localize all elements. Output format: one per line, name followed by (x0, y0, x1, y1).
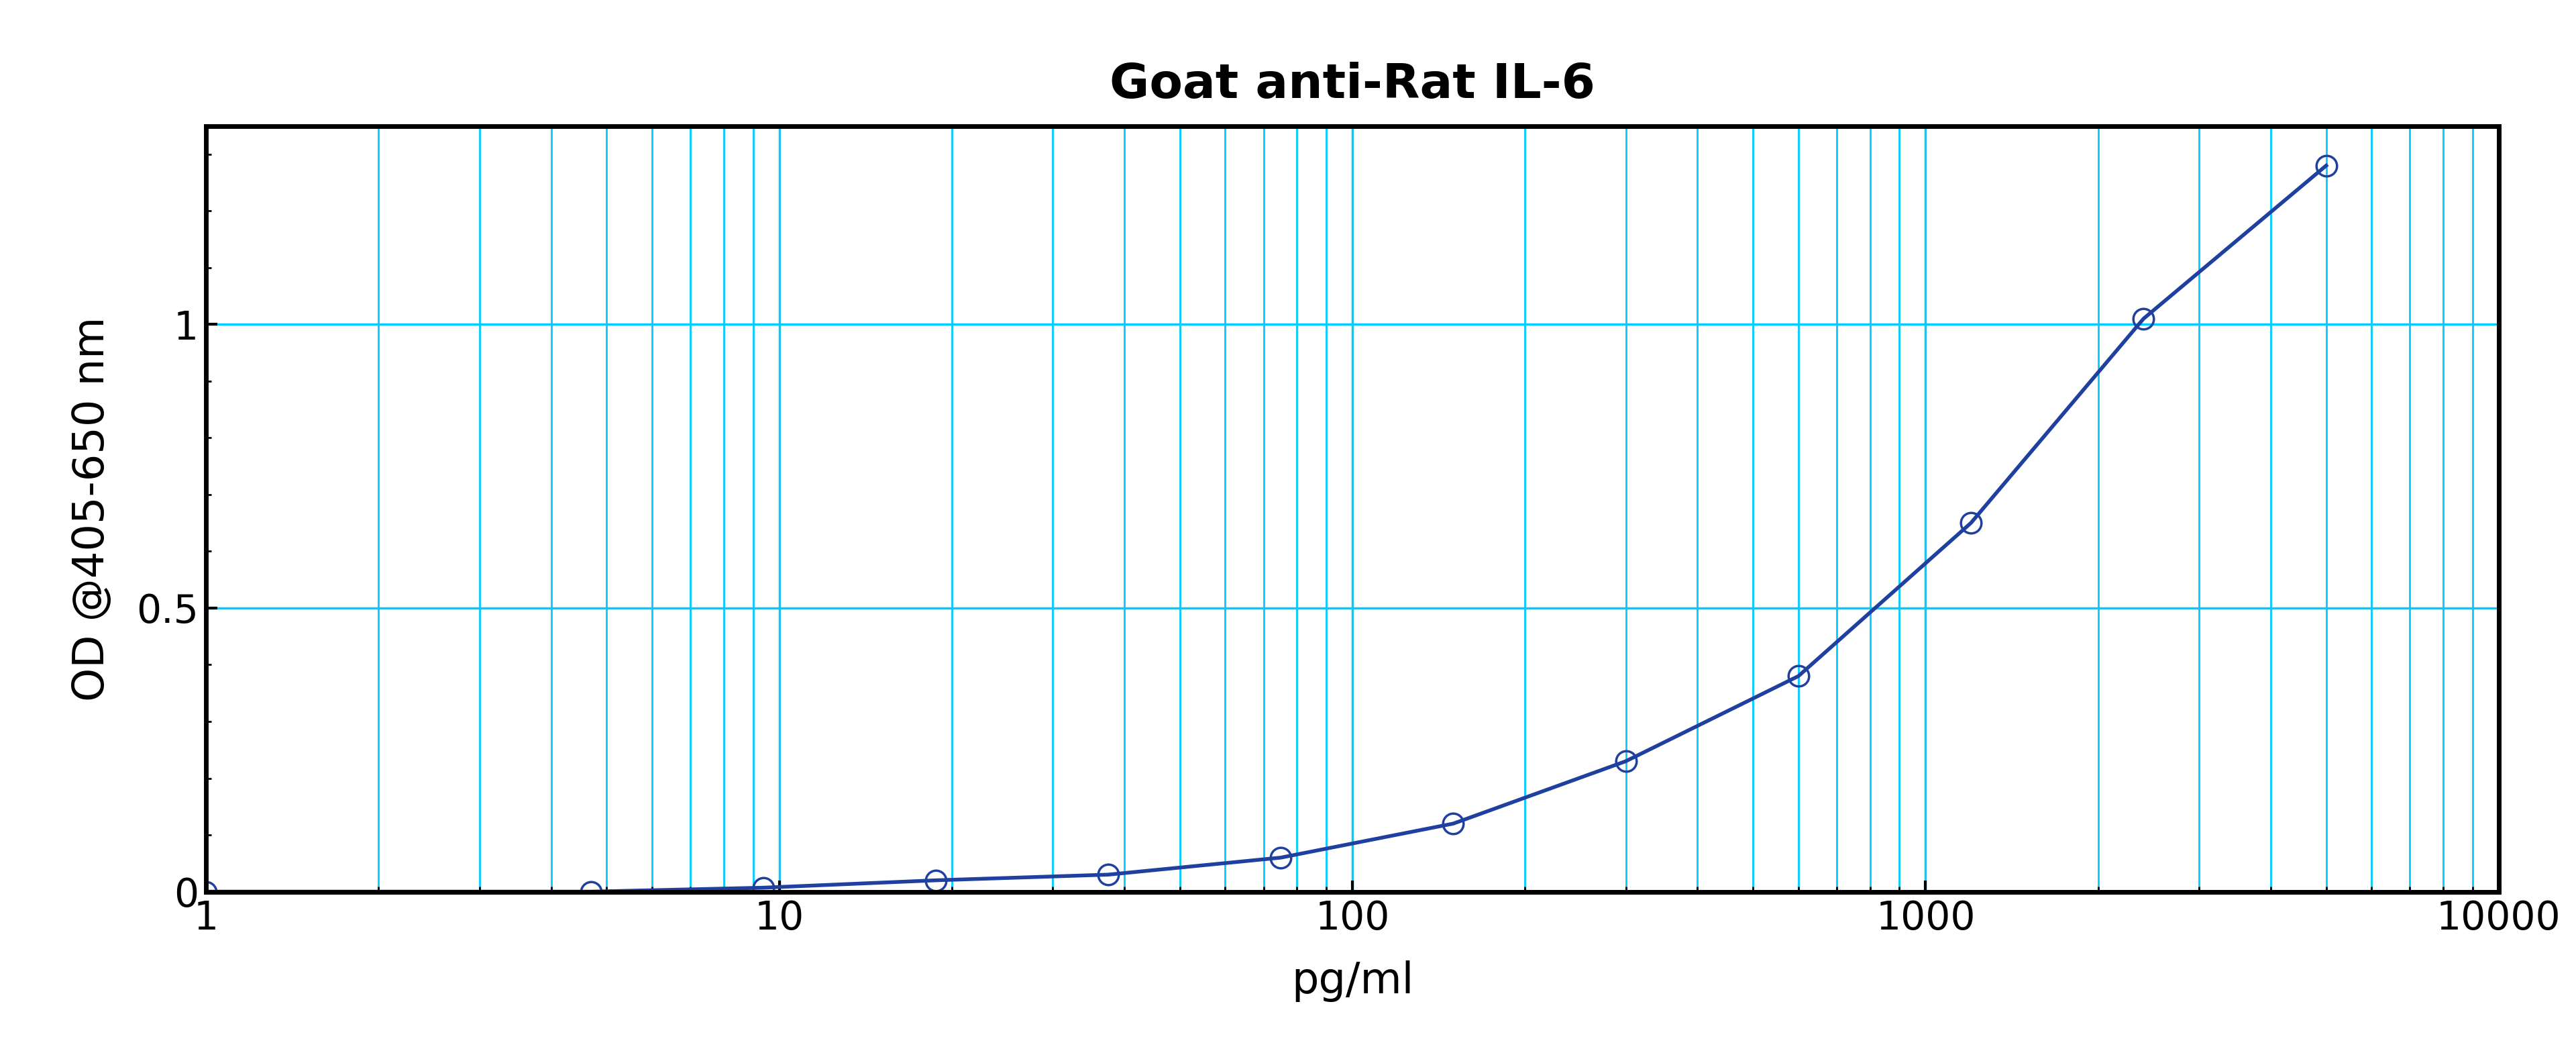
X-axis label: pg/ml: pg/ml (1291, 961, 1414, 1002)
Y-axis label: OD @405-650 nm: OD @405-650 nm (72, 317, 113, 701)
Title: Goat anti-Rat IL-6: Goat anti-Rat IL-6 (1110, 62, 1595, 108)
